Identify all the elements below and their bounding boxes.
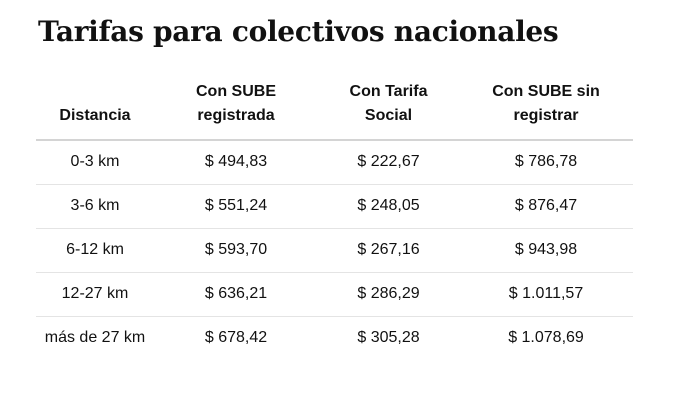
table-row: 12-27 km $ 636,21 $ 286,29 $ 1.011,57 [36,272,633,317]
cell-sube-registered: $ 678,42 [204,329,268,346]
cell-distance: 0-3 km [36,140,154,185]
cell-sube-unregistered: $ 1.078,69 [508,329,584,346]
table-row: 0-3 km $ 494,83 $ 222,67 $ 786,78 [36,140,633,185]
table-row: 6-12 km $ 593,70 $ 267,16 $ 943,98 [36,228,633,273]
cell-sube-unregistered: $ 943,98 [459,228,633,273]
table-header: Distancia Con SUBE registrada Con Tarifa… [36,74,633,141]
cell-sube-unregistered: $ 1.011,57 [459,272,633,317]
table-row: 3-6 km $ 551,24 $ 248,05 $ 876,47 [36,184,633,229]
cell-social-fare: $ 248,05 [318,184,459,229]
cell-distance: más de 27 km [44,329,146,346]
table-body: 0-3 km $ 494,83 $ 222,67 $ 786,78 3-6 km… [36,140,633,360]
header-sube-registered: Con SUBE registrada [154,74,318,141]
cell-sube-registered: $ 593,70 [154,228,318,273]
cell-distance: 3-6 km [36,184,154,229]
table-row: más de 27 km $ 678,42 $ 305,28 $ 1.078,6… [36,317,633,361]
cell-sube-registered: $ 494,83 [154,140,318,185]
cell-social-fare: $ 267,16 [318,228,459,273]
cell-social-fare: $ 222,67 [318,140,459,185]
header-row: Distancia Con SUBE registrada Con Tarifa… [36,74,633,141]
cell-sube-registered: $ 551,24 [154,184,318,229]
cell-social-fare: $ 286,29 [318,272,459,317]
cell-distance: 6-12 km [36,228,154,273]
cell-sube-registered: $ 636,21 [154,272,318,317]
header-distance: Distancia [36,74,154,141]
cell-sube-unregistered: $ 876,47 [459,184,633,229]
fares-table: Distancia Con SUBE registrada Con Tarifa… [36,74,633,360]
cell-distance: 12-27 km [36,272,154,317]
header-social-fare: Con Tarifa Social [318,74,459,141]
cell-sube-unregistered: $ 786,78 [459,140,633,185]
page-title: Tarifas para colectivos nacionales [38,15,559,48]
cell-social-fare: $ 305,28 [357,329,420,346]
header-sube-unregistered: Con SUBE sin registrar [459,74,633,141]
